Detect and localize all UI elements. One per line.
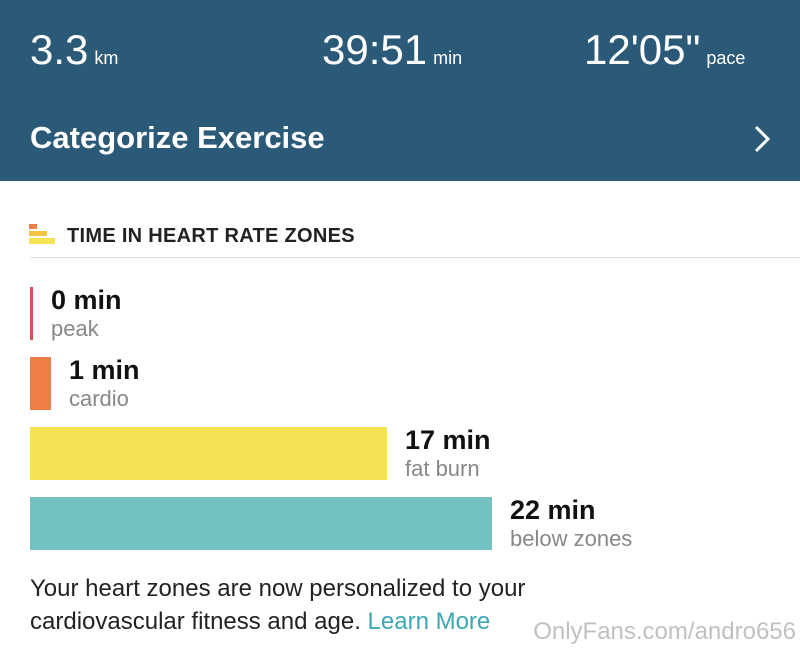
footer-text: cardiovascular fitness and age. [30, 608, 361, 635]
stat: 39:51 min [322, 26, 462, 74]
stat-unit: km [94, 48, 119, 68]
stat-value: 39:51 [322, 26, 428, 73]
section-title: TIME IN HEART RATE ZONES [67, 225, 355, 247]
stat: 3.3 km [30, 26, 118, 74]
stat: 12'05" pace [584, 26, 745, 74]
zone-bar [30, 427, 387, 480]
stat-value: 3.3 [30, 26, 89, 73]
footer-text: Your heart zones are now personalized to… [30, 575, 526, 602]
zone-name: peak [51, 316, 99, 341]
zone-minutes: 0 min [51, 285, 122, 315]
stat-unit: pace [706, 48, 746, 68]
stat-unit: min [433, 48, 463, 68]
footer-text: cardiovascular fitness and age. Learn Mo… [30, 608, 490, 636]
header: 3.3 km 39:51 min 12'05" pace Categorize Exe… [0, 0, 800, 181]
zone-bar [30, 357, 51, 410]
categorize-button[interactable]: Categorize Exercise [30, 120, 325, 155]
watermark: OnlyFans.com/andro656 [533, 618, 796, 645]
zone-minutes: 17 min [405, 425, 491, 455]
zone-bar [30, 287, 33, 340]
chevron[interactable] [752, 124, 772, 154]
zone-minutes: 22 min [510, 495, 596, 525]
zones-icon [29, 224, 55, 244]
zone-name: below zones [510, 526, 633, 551]
divider [30, 257, 800, 258]
learn-more-link[interactable]: Learn More [367, 608, 491, 635]
zone-name: fat burn [405, 456, 480, 481]
zone-name: cardio [69, 386, 129, 411]
zone-minutes: 1 min [69, 355, 140, 385]
zone-bar [30, 497, 492, 550]
stat-value: 12'05" [584, 26, 701, 73]
